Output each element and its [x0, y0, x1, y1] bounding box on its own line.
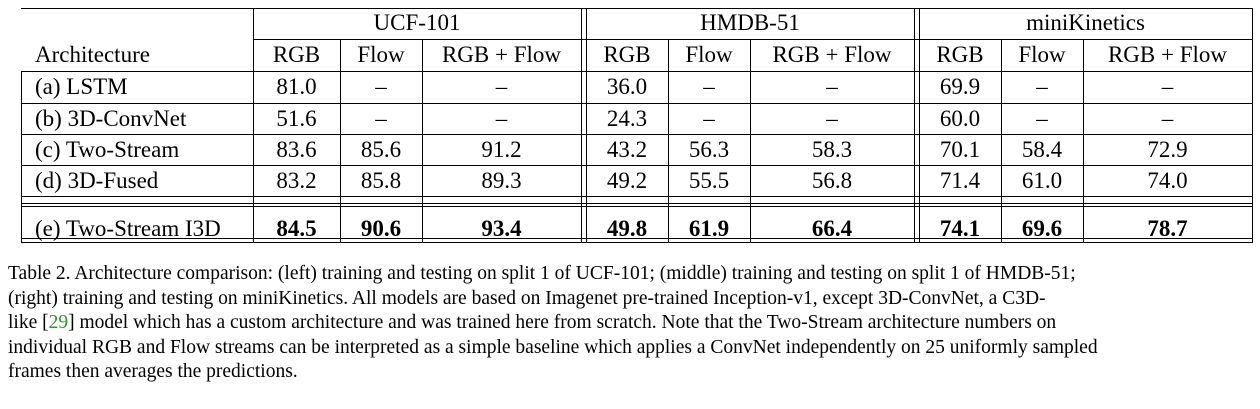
table-cell-value: 51.6 — [276, 106, 317, 131]
column-header: Flow — [685, 42, 733, 67]
table-cell-value: – — [826, 106, 838, 131]
table-column-rule — [422, 39, 423, 243]
table-cell-value: 36.0 — [606, 74, 648, 99]
table-top-rule — [21, 8, 1253, 9]
table-cell-value: – — [375, 74, 387, 99]
table-cell-value: 70.1 — [939, 137, 981, 162]
table-cell-value: 60.0 — [939, 106, 981, 131]
table-bottom-rule — [21, 242, 1253, 243]
column-header: RGB — [272, 42, 321, 67]
table-cell-value: 72.9 — [1147, 137, 1188, 162]
table-cell-value: 43.2 — [606, 137, 648, 162]
table-cell-value: – — [826, 74, 838, 99]
table-cell-value: – — [495, 106, 508, 131]
table-column-rule — [750, 39, 751, 243]
row-architecture-label: (c) Two-Stream — [35, 137, 180, 162]
table-cell-value: – — [703, 106, 715, 131]
column-header: RGB + Flow — [441, 42, 562, 67]
row-rule — [21, 134, 1253, 135]
table-cell-value: 56.8 — [811, 168, 853, 193]
table-cell-value: 49.8 — [606, 216, 648, 241]
architecture-header: Architecture — [35, 42, 150, 67]
group-header-rule — [253, 39, 1253, 40]
table-column-rule — [1252, 8, 1253, 71]
row-architecture-label: (e) Two-Stream I3D — [35, 216, 221, 241]
table-cell-value: 81.0 — [276, 74, 317, 99]
table-cell-value: 24.3 — [606, 106, 648, 131]
table-cell-value: – — [1036, 106, 1048, 131]
column-header: Flow — [1018, 42, 1066, 67]
table-cell-value: – — [703, 74, 715, 99]
table-cell-value: – — [375, 106, 387, 131]
table-column-rule — [1083, 39, 1084, 243]
table-cell-value: – — [1161, 106, 1174, 131]
table-cell-value: 78.7 — [1147, 216, 1188, 241]
table-column-rule — [668, 39, 669, 243]
table-cell-value: 58.3 — [811, 137, 853, 162]
caption-text: ] model which has a custom architecture … — [68, 312, 1057, 333]
table-column-rule — [21, 71, 22, 243]
table-cell-value: 85.8 — [360, 168, 402, 193]
results-table: UCF-101 HMDB-51 miniKinetics Architecture RG… — [21, 8, 1253, 244]
table-cell-value: 71.4 — [939, 168, 981, 193]
table-column-rule — [914, 8, 915, 243]
table-cell-value: 56.3 — [688, 137, 730, 162]
table-cell-value: 61.0 — [1021, 168, 1063, 193]
table-cell-value: – — [495, 74, 508, 99]
table-cell-value: 89.3 — [481, 168, 522, 193]
table-cell-value: 66.4 — [811, 216, 853, 241]
table-cell-value: 83.6 — [276, 137, 317, 162]
table-cell-value: 83.2 — [276, 168, 317, 193]
column-header: RGB + Flow — [1107, 42, 1228, 67]
row-rule — [21, 196, 1253, 197]
table-column-rule — [1252, 71, 1253, 243]
caption-line: (right) training and testing on miniKine… — [8, 287, 1046, 309]
table-cell-value: 91.2 — [481, 137, 522, 162]
caption-line: Table 2. Architecture comparison: (left)… — [8, 263, 1076, 284]
table-column-rule — [1001, 39, 1002, 243]
table-column-rule — [919, 8, 920, 243]
table-cell-value: 84.5 — [276, 216, 317, 241]
caption-line: like [29] model which has a custom archi… — [8, 311, 1254, 336]
table-cell-value: 49.2 — [606, 168, 648, 193]
table-column-rule — [586, 8, 587, 243]
table-column-rule — [581, 8, 582, 243]
caption-line: individual RGB and Flow streams can be i… — [8, 336, 1098, 358]
citation-link[interactable]: 29 — [48, 312, 69, 333]
table-cell-value: 69.6 — [1021, 216, 1063, 241]
header-rule — [21, 71, 1253, 72]
table-column-rule — [340, 39, 341, 243]
row-architecture-label: (d) 3D-Fused — [35, 168, 159, 193]
table-cell-value: 85.6 — [360, 137, 402, 162]
table-caption: Table 2. Architecture comparison: (left)… — [8, 262, 1254, 385]
row-architecture-label: (a) LSTM — [35, 74, 128, 99]
column-header: RGB — [936, 42, 984, 67]
group-header-ucf101: UCF-101 — [373, 10, 461, 35]
column-header: Flow — [357, 42, 405, 67]
table-cell-value: – — [1036, 74, 1048, 99]
table-bottom-rule — [21, 238, 1253, 239]
table-cell-value: 90.6 — [360, 216, 402, 241]
table-cell-value: 61.9 — [688, 216, 730, 241]
table-cell-value: 58.4 — [1021, 137, 1063, 162]
row-rule — [21, 103, 1253, 104]
group-header-hmdb51: HMDB-51 — [700, 10, 800, 35]
group-header-minikinetics: miniKinetics — [1026, 10, 1145, 35]
row-rule — [21, 203, 1253, 204]
row-rule — [21, 206, 1253, 207]
table-cell-value: – — [1161, 74, 1174, 99]
table-column-rule — [253, 8, 254, 243]
caption-text: like [ — [8, 312, 49, 333]
table-cell-value: 74.1 — [939, 216, 981, 241]
table-cell-value: 74.0 — [1147, 168, 1188, 193]
caption-line: frames then averages the predictions. — [8, 361, 298, 382]
row-architecture-label: (b) 3D-ConvNet — [35, 106, 187, 131]
row-rule — [21, 165, 1253, 166]
table-cell-value: 55.5 — [688, 168, 730, 193]
column-header: RGB — [603, 42, 651, 67]
table-cell-value: 69.9 — [939, 74, 981, 99]
table-cell-value: 93.4 — [481, 216, 522, 241]
column-header: RGB + Flow — [772, 42, 892, 67]
